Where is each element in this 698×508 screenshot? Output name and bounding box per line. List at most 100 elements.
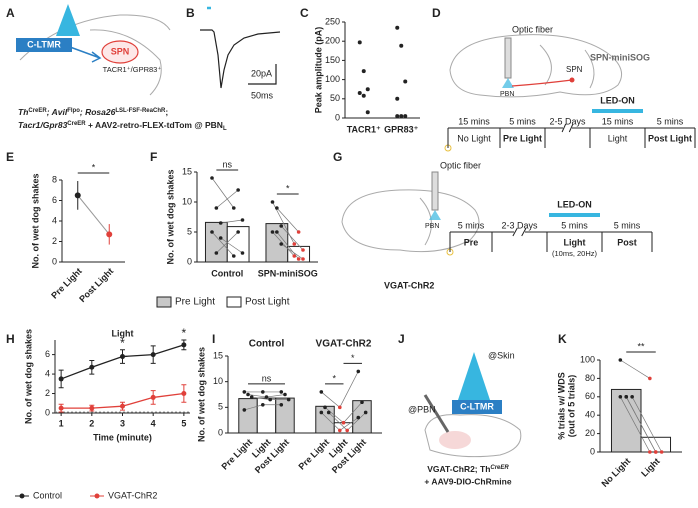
duration: 5 mins — [509, 116, 536, 126]
genotype-sup: CreER — [28, 108, 47, 114]
x-tick-label: 2 — [89, 418, 94, 428]
chart-title: Light — [112, 328, 134, 338]
pair-line — [272, 231, 295, 257]
duration: 15 mins — [458, 116, 490, 126]
panel-label: H — [6, 332, 15, 346]
y-tick-label: 0 — [218, 427, 223, 437]
y-axis-label: Peak amplitude (pA) — [313, 27, 323, 114]
point — [236, 230, 240, 234]
point — [319, 410, 324, 415]
brain-outline — [449, 34, 623, 98]
significance-label: * — [120, 336, 125, 350]
pair-line — [321, 391, 341, 408]
significance-label: * — [92, 162, 96, 172]
light-beam — [56, 4, 80, 36]
panel-g: G Optic fiber PBN VGAT-ChR2 — [333, 150, 481, 290]
point — [659, 450, 664, 454]
cell-label: SPN — [566, 65, 583, 74]
legend-swatch — [156, 296, 172, 308]
genotype-line: ThCreER; AvilFlpo; Rosa26LSL-FSF-ReaChR; — [18, 107, 168, 117]
neuron-box — [16, 38, 72, 52]
phase: Post Light — [648, 133, 692, 143]
bar — [204, 221, 228, 263]
point — [264, 395, 269, 399]
phase: No Light — [457, 133, 491, 143]
x-tick-label: Light — [639, 456, 662, 479]
point — [218, 221, 223, 225]
pair-line — [281, 243, 304, 260]
point — [240, 251, 245, 255]
y-tick-label: 6 — [52, 195, 57, 205]
timeline-break — [512, 227, 527, 237]
y-tick-label: 5 — [187, 226, 192, 236]
genotype-sup: LSL-FSF-ReaChR — [115, 108, 166, 114]
y-tick-label: 5 — [218, 402, 223, 412]
point — [361, 93, 366, 98]
point — [301, 257, 305, 261]
phase: Pre — [464, 237, 479, 247]
genotype-part: ; Avil — [47, 107, 68, 117]
genotype-sup: CreER — [490, 465, 509, 471]
y-tick-label: 150 — [325, 55, 340, 65]
legend-label: VGAT-ChR2 — [108, 490, 157, 500]
y-axis-label: % trials w/ WDS — [556, 372, 566, 440]
y-tick-label: 0 — [590, 446, 595, 456]
x-tick-label: 3 — [120, 418, 125, 428]
light-beam — [458, 352, 490, 400]
panel-label: C — [300, 6, 309, 20]
point — [218, 236, 223, 240]
significance-label: ns — [222, 159, 232, 169]
genotype-part: ; Rosa26 — [80, 107, 116, 117]
point — [395, 96, 400, 101]
point — [624, 395, 629, 399]
timeline-break — [561, 123, 574, 133]
pair-line — [276, 207, 299, 233]
genotype-sup: Flpo — [67, 108, 80, 114]
point — [356, 415, 361, 420]
y-tick-label: 15 — [213, 350, 223, 360]
point — [361, 69, 366, 74]
genotype-sup: CreER — [67, 121, 86, 127]
pair-line — [339, 417, 359, 431]
legend-label: Pre Light — [175, 297, 215, 308]
y-tick-label: 250 — [325, 16, 340, 26]
neuron-box — [452, 400, 502, 414]
skin-label: @Skin — [488, 350, 515, 360]
y-tick-label: 2 — [45, 388, 50, 398]
point — [338, 405, 342, 410]
led-label: LED-ON — [600, 95, 635, 105]
panel-d: D Optic fiber PBN SPN SPN-miniSOG — [432, 6, 650, 98]
point — [210, 230, 214, 234]
point — [279, 390, 284, 394]
point — [275, 206, 279, 210]
x-tick-label: GPR83⁺ — [384, 124, 419, 134]
target-label: SPN — [111, 46, 130, 56]
y-axis-label: No. of wet dog shakes — [196, 347, 206, 442]
pair-line — [251, 396, 271, 400]
point — [279, 402, 284, 407]
point — [292, 242, 297, 246]
duration: 2-3 Days — [501, 220, 538, 230]
y-axis-label: No. of wet dog shakes — [30, 173, 40, 268]
bar — [256, 397, 277, 434]
point — [338, 428, 342, 433]
scale-bar — [248, 64, 277, 85]
point — [296, 257, 301, 261]
duration: 5 mins — [614, 220, 641, 230]
legend-swatch — [226, 296, 242, 308]
pair-line — [631, 396, 662, 453]
point — [399, 43, 404, 48]
y-tick-label: 200 — [325, 36, 340, 46]
point — [240, 218, 245, 222]
region-label: PBN — [500, 91, 514, 98]
panel-label: B — [186, 6, 195, 20]
point — [89, 405, 95, 411]
legend-marker — [19, 493, 25, 499]
panel-label: I — [212, 332, 215, 346]
bar — [275, 397, 295, 434]
phase: Post — [617, 237, 637, 247]
genotype-sub: L — [223, 126, 227, 132]
y-tick-label: 50 — [330, 93, 340, 103]
group-label: Control — [211, 268, 243, 278]
point — [356, 369, 361, 374]
